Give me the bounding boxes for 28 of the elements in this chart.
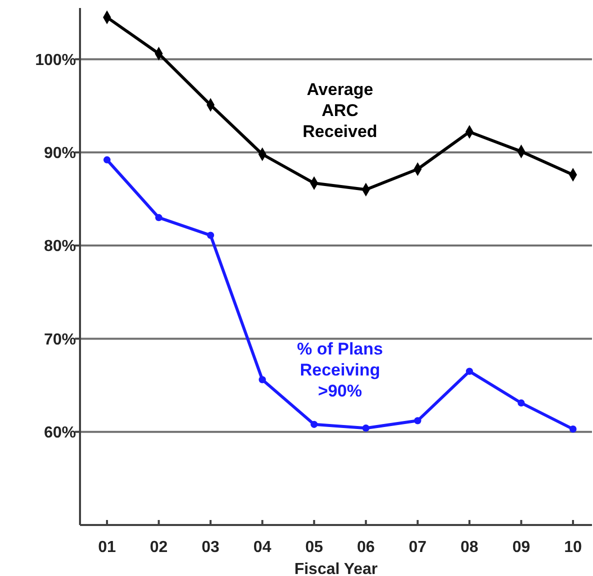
- x-tick-label: 02: [150, 539, 168, 556]
- y-tick-label: 70%: [44, 331, 76, 348]
- x-tick-label: 07: [408, 539, 427, 556]
- point: [466, 368, 474, 375]
- x-tick-label: 09: [512, 539, 530, 556]
- x-tick-label: 04: [253, 539, 272, 556]
- point: [310, 420, 318, 428]
- point: [103, 156, 111, 164]
- y-tick-label: 100%: [35, 52, 76, 69]
- point: [414, 417, 422, 424]
- series-label: % of Plans Receiving >90%: [297, 339, 383, 400]
- x-tick-label: 08: [460, 539, 478, 556]
- point: [206, 232, 214, 239]
- point: [569, 425, 577, 433]
- point: [155, 214, 162, 222]
- y-tick-label: 60%: [44, 424, 76, 442]
- point: [258, 376, 266, 384]
- x-tick-label: 10: [564, 539, 582, 556]
- point: [518, 399, 525, 407]
- x-axis-title: Fiscal Year: [294, 561, 378, 576]
- x-tick-label: 05: [305, 539, 324, 556]
- y-tick-label: 80%: [44, 238, 76, 256]
- y-tick-label: 90%: [44, 144, 76, 162]
- x-tick-label: 06: [356, 539, 375, 556]
- point: [362, 424, 370, 432]
- x-tick-label: 03: [202, 539, 220, 556]
- series-label: Average ARC Received: [302, 80, 378, 142]
- x-tick-label: 01: [98, 539, 116, 556]
